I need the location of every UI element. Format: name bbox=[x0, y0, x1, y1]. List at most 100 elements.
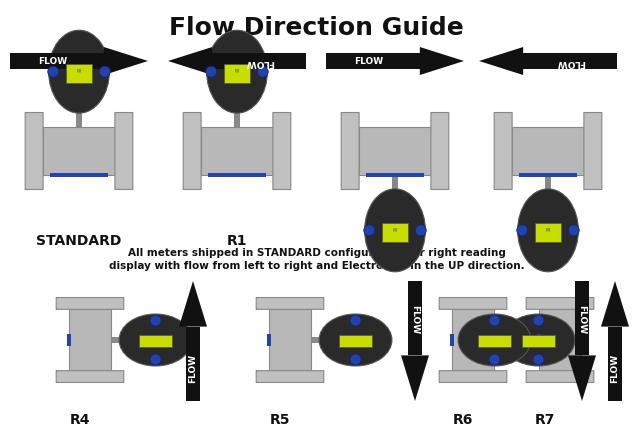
FancyBboxPatch shape bbox=[56, 298, 124, 310]
Bar bbox=[575, 281, 589, 356]
Polygon shape bbox=[104, 48, 148, 76]
Circle shape bbox=[350, 315, 361, 326]
Ellipse shape bbox=[502, 314, 575, 366]
Bar bbox=[537, 334, 541, 346]
Text: All meters shipped in STANDARD configuration for right reading: All meters shipped in STANDARD configura… bbox=[128, 248, 505, 257]
Bar bbox=[452, 310, 494, 371]
Text: R6: R6 bbox=[453, 412, 473, 426]
Text: FLOW: FLOW bbox=[189, 353, 197, 382]
FancyBboxPatch shape bbox=[439, 298, 507, 310]
Text: R7: R7 bbox=[535, 412, 555, 426]
Bar bbox=[76, 101, 82, 128]
Circle shape bbox=[415, 225, 426, 236]
FancyBboxPatch shape bbox=[431, 113, 449, 190]
Polygon shape bbox=[479, 48, 523, 76]
Text: FLOW: FLOW bbox=[38, 58, 67, 66]
FancyBboxPatch shape bbox=[56, 371, 124, 383]
Bar bbox=[523, 337, 539, 343]
FancyBboxPatch shape bbox=[256, 298, 324, 310]
Circle shape bbox=[150, 315, 161, 326]
FancyBboxPatch shape bbox=[115, 113, 133, 190]
Text: FLOW: FLOW bbox=[577, 304, 587, 333]
Bar bbox=[139, 336, 172, 348]
Ellipse shape bbox=[518, 190, 579, 272]
Bar bbox=[224, 65, 250, 84]
Bar bbox=[392, 175, 398, 202]
Text: STANDARD: STANDARD bbox=[36, 233, 122, 248]
Bar bbox=[269, 310, 311, 371]
FancyBboxPatch shape bbox=[494, 113, 512, 190]
Text: ||||: |||| bbox=[545, 227, 551, 231]
Bar bbox=[536, 223, 561, 242]
FancyBboxPatch shape bbox=[526, 298, 594, 310]
Bar bbox=[608, 327, 622, 401]
Polygon shape bbox=[179, 281, 207, 327]
Text: display with flow from left to right and Electronics in the UP direction.: display with flow from left to right and… bbox=[109, 260, 524, 271]
FancyBboxPatch shape bbox=[584, 113, 602, 190]
Bar bbox=[339, 336, 372, 348]
Bar bbox=[326, 54, 420, 69]
Bar bbox=[234, 101, 240, 128]
Bar bbox=[382, 223, 408, 242]
Circle shape bbox=[489, 315, 500, 326]
Polygon shape bbox=[168, 48, 212, 76]
Circle shape bbox=[533, 315, 544, 326]
Circle shape bbox=[99, 67, 110, 78]
Bar bbox=[267, 334, 271, 346]
Ellipse shape bbox=[206, 31, 267, 114]
Bar bbox=[519, 173, 577, 177]
Ellipse shape bbox=[49, 31, 110, 114]
Ellipse shape bbox=[458, 314, 531, 366]
Text: FLOW: FLOW bbox=[610, 353, 620, 382]
Bar bbox=[367, 173, 423, 177]
Text: R5: R5 bbox=[270, 412, 291, 426]
FancyBboxPatch shape bbox=[439, 371, 507, 383]
Bar bbox=[450, 334, 454, 346]
Text: ||||: |||| bbox=[234, 69, 240, 72]
FancyBboxPatch shape bbox=[183, 113, 201, 190]
Polygon shape bbox=[568, 356, 596, 401]
Text: FLOW: FLOW bbox=[410, 304, 420, 333]
Bar bbox=[208, 173, 266, 177]
Bar bbox=[111, 337, 127, 343]
Bar bbox=[185, 327, 200, 401]
Bar bbox=[478, 336, 511, 348]
Text: ||||: |||| bbox=[76, 69, 82, 72]
Ellipse shape bbox=[319, 314, 392, 366]
Polygon shape bbox=[401, 356, 429, 401]
Bar bbox=[50, 173, 108, 177]
Bar bbox=[43, 128, 115, 175]
Ellipse shape bbox=[365, 190, 425, 272]
Bar bbox=[522, 336, 555, 348]
FancyBboxPatch shape bbox=[256, 371, 324, 383]
FancyBboxPatch shape bbox=[526, 371, 594, 383]
Ellipse shape bbox=[119, 314, 192, 366]
Circle shape bbox=[150, 354, 161, 365]
Text: ||||: |||| bbox=[392, 227, 398, 231]
Bar bbox=[69, 310, 111, 371]
Text: R1: R1 bbox=[227, 233, 248, 248]
Polygon shape bbox=[601, 281, 629, 327]
Bar bbox=[539, 310, 581, 371]
FancyBboxPatch shape bbox=[25, 113, 43, 190]
Bar bbox=[408, 281, 422, 356]
Circle shape bbox=[533, 354, 544, 365]
Bar bbox=[10, 54, 104, 69]
Bar bbox=[359, 128, 431, 175]
FancyBboxPatch shape bbox=[273, 113, 291, 190]
Bar bbox=[512, 128, 584, 175]
Bar bbox=[545, 175, 551, 202]
Circle shape bbox=[258, 67, 268, 78]
Bar bbox=[201, 128, 273, 175]
Text: R3: R3 bbox=[538, 233, 558, 248]
Bar bbox=[67, 334, 71, 346]
Circle shape bbox=[47, 67, 59, 78]
Text: Flow Direction Guide: Flow Direction Guide bbox=[169, 16, 464, 40]
Bar bbox=[212, 54, 306, 69]
Bar bbox=[523, 54, 617, 69]
Circle shape bbox=[517, 225, 528, 236]
Text: FLOW: FLOW bbox=[244, 58, 273, 66]
Text: FLOW: FLOW bbox=[556, 58, 585, 66]
Circle shape bbox=[350, 354, 361, 365]
Circle shape bbox=[489, 354, 500, 365]
